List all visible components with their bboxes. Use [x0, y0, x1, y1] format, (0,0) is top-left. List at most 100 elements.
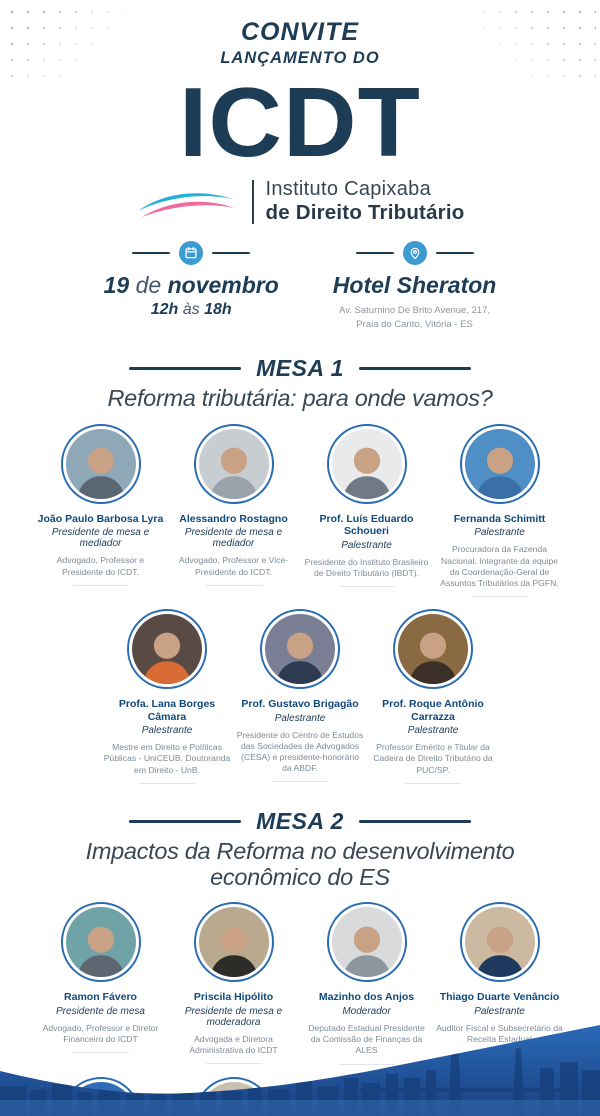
divider-line: [129, 820, 242, 823]
event-location-block: Hotel Sheraton Av. Saturnino De Brito Av…: [332, 241, 497, 331]
speaker-role: Presidente de mesa e mediador: [51, 527, 150, 550]
person-silhouette-icon: [475, 926, 524, 978]
person-silhouette-icon: [209, 447, 258, 499]
speaker-name: João Paulo Barbosa Lyra: [37, 512, 164, 525]
speaker-name: Prof. Roque Antônio Carrazza: [382, 698, 484, 723]
avatar-photo-bg: [65, 907, 136, 978]
avatar-photo-bg: [398, 614, 468, 685]
avatar-body: [275, 661, 325, 685]
speaker-divider: [139, 782, 195, 784]
mesa-2-title-row: MESA 2: [0, 808, 600, 835]
speaker-role: Moderador: [342, 1006, 391, 1018]
person-silhouette-icon: [342, 447, 391, 499]
divider-line: [129, 367, 242, 370]
venue-name: Hotel Sheraton: [332, 272, 497, 299]
speaker-card: João Paulo Barbosa Lyra Presidente de me…: [34, 423, 167, 586]
avatar-head: [286, 633, 314, 660]
speaker-description: Deputado Estadual Presidente da Comissão…: [308, 1023, 425, 1056]
kicker-convite: CONVITE: [240, 18, 360, 46]
mesa-1-title-row: MESA 1: [0, 355, 600, 382]
speaker-row: Ramon Fávero Presidente de mesa Advogado…: [0, 902, 600, 1065]
location-pin-icon: [402, 241, 427, 266]
dot-grid-decoration-right: [476, 4, 596, 84]
avatar-head: [153, 633, 181, 660]
avatar: [60, 902, 141, 983]
speaker-name: Profa. Lana Borges Câmara: [118, 698, 216, 723]
avatar-head: [87, 447, 114, 475]
divider-line: [435, 252, 474, 255]
avatar: [260, 609, 340, 690]
speaker-card: Mazinho dos Anjos Moderador Deputado Est…: [300, 902, 433, 1065]
avatar-body: [209, 955, 258, 978]
avatar: [459, 902, 540, 983]
mesa-2-title: MESA 2: [256, 807, 344, 834]
avatar-body: [408, 661, 458, 685]
speaker-divider: [272, 781, 328, 783]
avatar-photo-bg: [331, 428, 402, 499]
speaker-role: Palestrante: [341, 539, 392, 551]
speaker-description: Advogado, Professor e Presidente do ICDT…: [56, 555, 145, 577]
speaker-description: Procuradora da Fazenda Nacional. Integra…: [440, 544, 559, 588]
footer-wave: [0, 1025, 600, 1116]
institute-name-line1: Instituto Capixaba: [265, 178, 431, 201]
speaker-role: Palestrante: [274, 712, 326, 724]
bridge-skyline-silhouette: [0, 1042, 600, 1116]
speaker-row: Profa. Lana Borges Câmara Palestrante Me…: [0, 609, 600, 784]
speaker-divider: [338, 586, 395, 588]
avatar-head: [353, 926, 380, 953]
speaker-name: Prof. Gustavo Brigagão: [241, 698, 359, 711]
speaker-role: Presidente de mesa e mediador: [184, 527, 283, 550]
avatar-photo-bg: [464, 907, 535, 978]
speaker-name: Prof. Luís Eduardo Schoueri: [319, 512, 414, 538]
avatar-body: [76, 955, 125, 978]
avatar-photo-bg: [198, 428, 269, 499]
mesa-1-speakers: João Paulo Barbosa Lyra Presidente de me…: [0, 423, 600, 784]
speaker-description: Advogado, Professor e Vice-Presidente do…: [178, 555, 289, 577]
event-date-block: 19 de novembro 12h às 18h: [104, 241, 279, 319]
speaker-description: Presidente do Instituto Brasileiro de Di…: [304, 556, 429, 579]
avatar-photo-bg: [198, 907, 269, 978]
location-icon-row: [333, 241, 497, 266]
icdt-logo-acronym: ICDT: [179, 67, 421, 177]
speaker-card: Prof. Gustavo Brigagão Palestrante Presi…: [234, 609, 367, 783]
speaker-card: Profa. Lana Borges Câmara Palestrante Me…: [101, 609, 234, 784]
avatar-head: [220, 447, 247, 475]
calendar-icon: [179, 241, 204, 266]
avatar: [60, 423, 141, 504]
avatar: [326, 902, 407, 983]
avatar-body: [142, 661, 192, 685]
avatar-head: [220, 926, 247, 953]
speaker-card: Alessandro Rostagno Presidente de mesa e…: [167, 423, 300, 586]
avatar-photo-bg: [265, 614, 335, 685]
avatar-body: [342, 955, 391, 978]
person-silhouette-icon: [142, 633, 192, 685]
avatar: [459, 423, 540, 504]
speaker-description: Auditor Fiscal e Subsecretário da Receit…: [436, 1023, 563, 1045]
person-silhouette-icon: [76, 447, 125, 499]
logo-subline: Instituto Capixaba de Direito Tributário: [0, 178, 600, 225]
logo-divider: [251, 179, 254, 224]
mesa-2-subtitle: Impactos da Reforma no desenvolvimento e…: [85, 837, 515, 890]
speaker-role: Palestrante: [474, 527, 525, 539]
speaker-name: Priscila Hipólito: [193, 991, 274, 1004]
speaker-role: Presidente de mesa: [56, 1006, 145, 1018]
institute-name: Instituto Capixaba de Direito Tributário: [266, 178, 465, 225]
speaker-description: Advogado, Professor e Diretor Financeiro…: [42, 1023, 159, 1045]
divider-line: [132, 252, 171, 255]
speaker-card: Prof. Luís Eduardo Schoueri Palestrante …: [300, 423, 433, 588]
avatar-body: [475, 955, 524, 978]
speaker-divider: [471, 596, 528, 598]
avatar: [393, 609, 473, 690]
swoosh-icon: [137, 193, 236, 217]
speaker-divider: [405, 782, 461, 784]
venue-address: Av. Saturnino De Brito Avenue, 217, Prai…: [333, 304, 497, 331]
speaker-card: Prof. Roque Antônio Carrazza Palestrante…: [367, 609, 500, 784]
avatar-photo-bg: [132, 614, 202, 685]
speaker-name: Mazinho dos Anjos: [318, 991, 415, 1004]
avatar: [326, 423, 407, 504]
person-silhouette-icon: [209, 926, 258, 978]
venue-address-line2: Praia do Canto, Vitória - ES: [356, 318, 473, 330]
divider-line: [358, 367, 471, 370]
water-reflection: [0, 1100, 600, 1116]
speaker-name: Thiago Duarte Venâncio: [439, 991, 560, 1004]
